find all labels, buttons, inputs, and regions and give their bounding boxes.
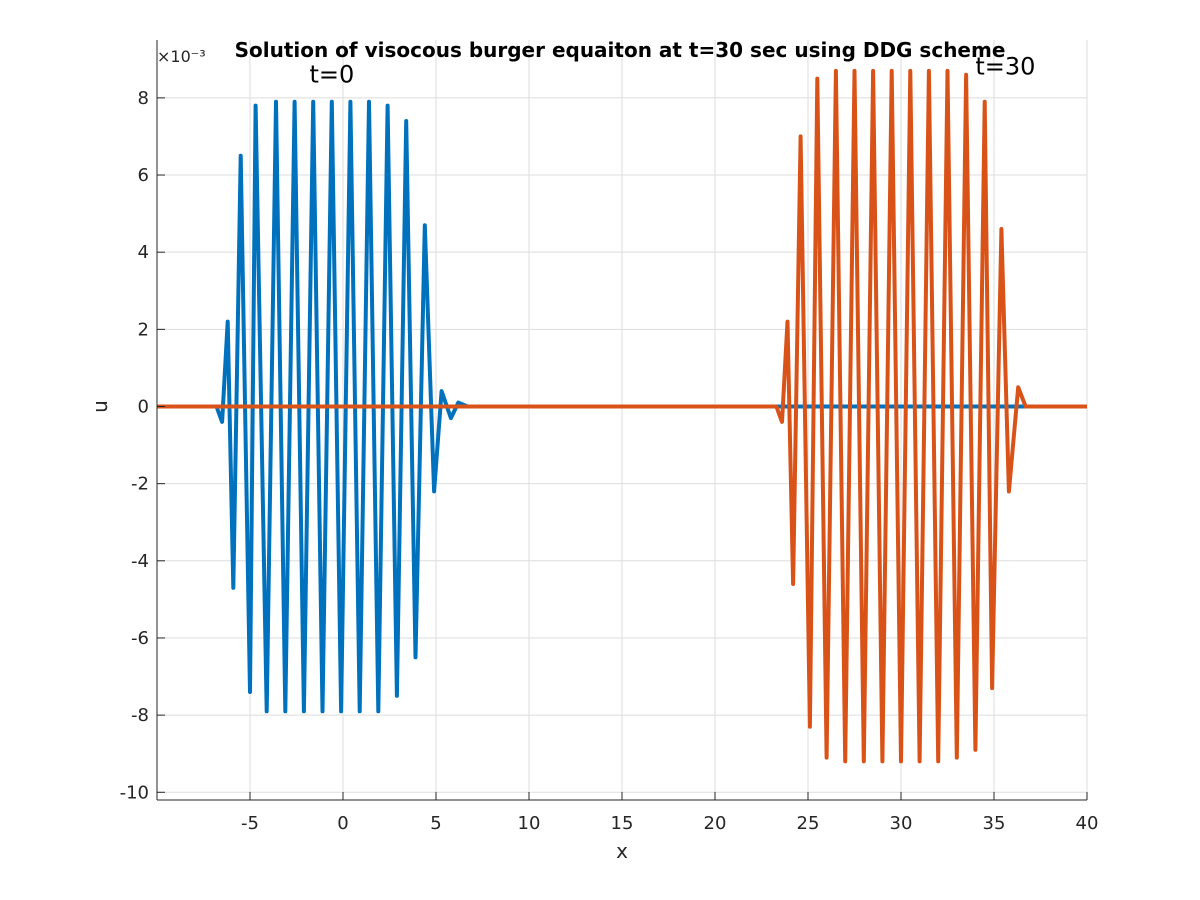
annotation-1: t=0 xyxy=(310,60,355,88)
series-line-2 xyxy=(157,68,1087,764)
chart-title: Solution of visocous burger equaiton at … xyxy=(235,38,1006,62)
x-tick-label: 0 xyxy=(337,813,348,834)
x-tick-label: 35 xyxy=(983,813,1006,834)
y-tick-label: 2 xyxy=(138,319,149,340)
x-tick-label: 5 xyxy=(430,813,441,834)
x-tick-label: 15 xyxy=(611,813,634,834)
x-axis-label: x xyxy=(616,839,628,863)
y-tick-label: -10 xyxy=(120,782,149,803)
ticks: -5 0 5 10 15 20 25 30 35 40 -10 -8 -6 -4 -2 0 2 4 6 8 xyxy=(120,88,1099,834)
x-tick-label: 10 xyxy=(518,813,541,834)
x-tick-label: 40 xyxy=(1076,813,1099,834)
y-tick-label: 0 xyxy=(138,396,149,417)
y-tick-label: 4 xyxy=(138,242,149,263)
y-tick-label: 8 xyxy=(138,88,149,109)
annotations: t=0 t=30 xyxy=(310,53,1036,89)
series-layer xyxy=(157,68,1087,764)
y-tick-label: -6 xyxy=(131,628,149,649)
x-tick-label: 25 xyxy=(797,813,820,834)
x-tick-label: 20 xyxy=(704,813,727,834)
x-tick-label: -5 xyxy=(241,813,259,834)
annotation-2: t=30 xyxy=(975,53,1035,81)
y-tick-label: -2 xyxy=(131,474,149,495)
y-tick-label: -4 xyxy=(131,551,149,572)
y-axis-exponent: ×10⁻³ xyxy=(157,47,206,66)
y-axis-label: u xyxy=(88,400,112,413)
x-tick-label: 30 xyxy=(890,813,913,834)
y-tick-label: 6 xyxy=(138,165,149,186)
y-tick-label: -8 xyxy=(131,705,149,726)
